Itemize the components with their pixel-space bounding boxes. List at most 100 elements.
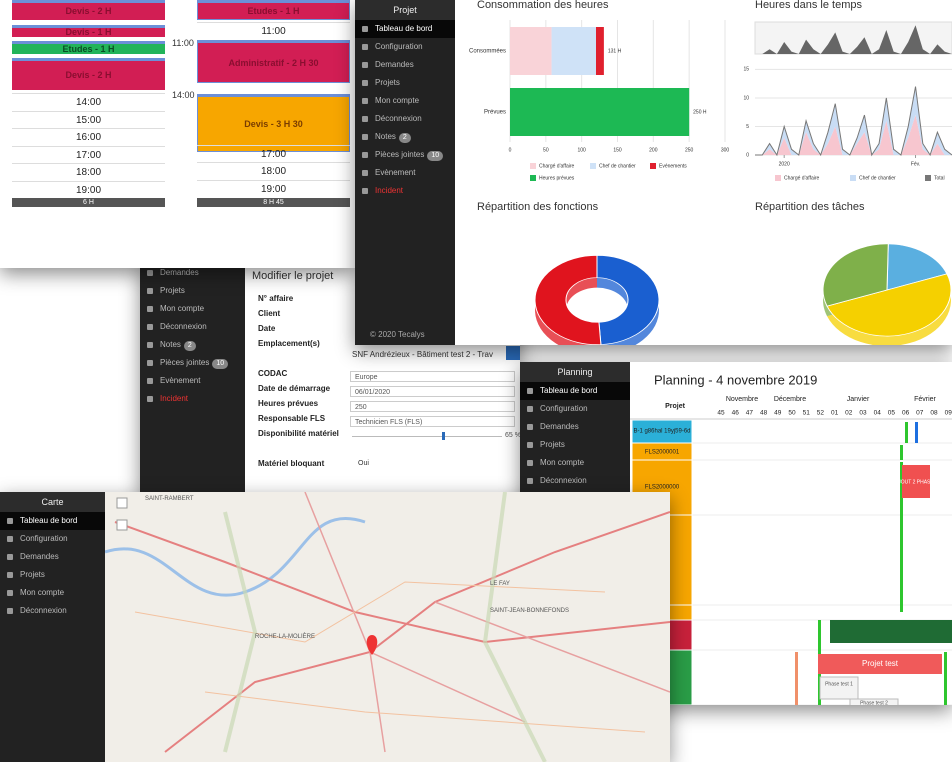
row-label: FLS2000001 [645,450,680,456]
calendar-event[interactable]: Etudes - 1 H [12,41,165,54]
menu-item[interactable]: Demandes [0,548,105,566]
slider-track[interactable] [352,436,502,437]
menu-item[interactable]: Configuration [520,400,630,418]
menu-item[interactable]: Notes 2 [355,128,455,146]
menu-item[interactable]: Déconnexion [140,318,245,336]
menu-item[interactable]: Projets [140,282,245,300]
field-label: Matériel bloquant [258,459,325,468]
calendar-event[interactable]: Devis - 2 H [12,58,165,90]
navigator-area [755,25,952,54]
menu-item[interactable]: Mon compte [0,584,105,602]
row-label: B-1 g86hal 19yj59-6d [633,429,690,435]
place-label: LE FAY [490,581,510,587]
y-tick-label: 10 [743,95,749,101]
menu-item[interactable]: Pièces jointes 10 [355,146,455,164]
calendar-day: Etudes - 1 H Administratif - 2 H 30 Devis … [197,0,350,207]
menu-item[interactable]: Mon compte [140,300,245,318]
map-marker[interactable] [366,635,378,655]
input[interactable]: Technicien FLS (FLS) [350,416,515,427]
legend-swatch [530,175,536,181]
calendar-window: Devis - 2 H Devis - 1 H Etudes - 1 H Devis … [0,0,355,268]
menu-label: Mon compte [540,458,585,467]
planning: Planning - 4 novembre 2019 Projet Novembre… [630,372,952,705]
task-box[interactable] [819,676,859,700]
row-label: FLS2000000 [645,485,680,491]
x-tick-label: 200 [649,147,658,153]
menu-item[interactable]: Projets [0,566,105,584]
map[interactable]: SAINT-RAMBERT LE FAY SAINT-JEAN-BONNEFONDS… [105,492,670,762]
calendar-day: Devis - 2 H Devis - 1 H Etudes - 1 H Devis … [12,0,165,207]
sidebar: Projet Tableau de bord Configuration Demand… [355,0,455,345]
calendar-event[interactable]: Devis - 2 H [12,0,165,20]
week-label: 03 [859,410,867,417]
task-bar[interactable] [830,620,952,643]
menu-item[interactable]: Mon compte [520,454,630,472]
menu-item[interactable]: Pièces jointes 10 [140,354,245,372]
sidebar-title: Carte [0,492,105,512]
menu-item[interactable]: Projets [355,74,455,92]
menu-label: Projets [540,440,565,449]
add-button[interactable] [506,346,520,360]
week-label: 52 [817,410,825,417]
menu-item[interactable]: Configuration [355,38,455,56]
time-slot: 15:00 [12,110,165,129]
task-box[interactable] [849,698,899,705]
planning-title: Planning - 4 novembre 2019 [654,372,817,387]
calendar-event[interactable]: Etudes - 1 H [197,0,350,20]
menu-label: Demandes [540,422,579,431]
menu-item[interactable]: Tableau de bord [520,382,630,400]
task-label: Projet test [862,659,899,668]
zoom-in[interactable] [116,497,128,509]
zoom-out[interactable] [116,519,128,531]
pie-slice [826,273,952,337]
legend-swatch [775,175,781,181]
menu-label: Demandes [375,60,414,69]
legend-swatch [650,163,656,169]
task-bar[interactable] [818,654,942,674]
menu-label: Notes [375,132,396,141]
menu-label: Incident [375,186,404,195]
hour-label: 14:00 [172,90,195,100]
task-bar[interactable] [902,465,930,498]
menu-item[interactable]: Tableau de bord [0,512,105,530]
menu-item[interactable]: Configuration [0,530,105,548]
field-label: Responsable FLS [258,414,326,423]
menu-item[interactable]: Déconnexion [0,602,105,620]
menu-item[interactable]: Mon compte [355,92,455,110]
badge: 10 [427,151,444,161]
chart-title: Répartition des fonctions [477,201,599,213]
menu-label: Configuration [375,42,423,51]
month-label: Décembre [774,396,806,403]
menu-item[interactable]: Déconnexion [355,110,455,128]
input[interactable]: Europe [350,371,515,382]
week-label: 50 [788,410,796,417]
menu-item[interactable]: Evènement [140,372,245,390]
menu-item[interactable]: Demandes [520,418,630,436]
menu-item[interactable]: Demandes [355,56,455,74]
checkbox-label[interactable]: Oui [358,460,369,467]
calendar-event[interactable]: Administratif - 2 H 30 [197,40,350,83]
bar [551,27,596,75]
bar [510,27,552,75]
menu-item[interactable]: Incident [355,182,455,200]
menu-item[interactable]: Déconnexion [520,472,630,490]
calendar-event[interactable]: Devis - 1 H [12,25,165,37]
x-tick-label: 150 [613,147,622,153]
input[interactable]: 250 [350,401,515,412]
menu-item[interactable]: Notes 2 [140,336,245,354]
calendar-event[interactable]: Devis - 3 H 30 [197,94,350,152]
data-label: 131 H [608,48,622,54]
menu-item[interactable]: Projets [520,436,630,454]
menu-item[interactable]: Evènement [355,164,455,182]
pie-slice [822,243,889,307]
menu-item[interactable]: Incident [140,390,245,408]
menu-item[interactable]: Demandes [140,264,245,282]
input[interactable]: 06/01/2020 [350,386,515,397]
calendar-footer: 8 H 45 [197,198,350,207]
bar [596,27,604,75]
menu-item[interactable]: Tableau de bord [355,20,455,38]
chart-title: Consommation des heures [477,0,609,11]
field-label: Client [258,309,281,318]
month-label: Janvier [847,396,870,403]
